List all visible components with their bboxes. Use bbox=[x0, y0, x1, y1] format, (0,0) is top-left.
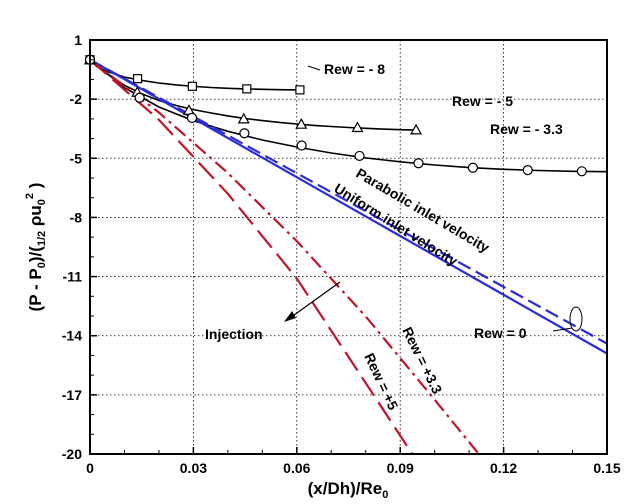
series-line-3 bbox=[89, 58, 608, 345]
y-axis-title-part-2: 0 bbox=[36, 262, 48, 268]
triangle-marker bbox=[295, 117, 308, 129]
label-rew-m3p3: Rew = - 3.3 bbox=[490, 121, 563, 137]
series-line-0 bbox=[89, 59, 297, 91]
label-injection: Injection bbox=[205, 326, 263, 342]
x-axis-title-sub: 0 bbox=[382, 489, 388, 501]
y-tick-label: 1 bbox=[74, 32, 82, 48]
x-tick-label: 0.03 bbox=[180, 460, 207, 476]
injection-arrowhead bbox=[284, 311, 296, 322]
series-line-6 bbox=[89, 58, 414, 455]
x-tick-label: 0.06 bbox=[283, 460, 310, 476]
y-axis-title-part-3: )/( bbox=[26, 246, 45, 262]
triangle-marker bbox=[410, 123, 423, 135]
y-tick-label: -11 bbox=[63, 269, 83, 285]
y-axis-title: (P - P0)/(1/2 ρu02 ) bbox=[24, 183, 48, 312]
circle-marker bbox=[576, 166, 587, 177]
y-axis-title-part-1: (P - P bbox=[26, 268, 45, 311]
y-tick-label: -5 bbox=[70, 150, 83, 166]
x-tick-label: 0 bbox=[86, 460, 94, 476]
y-axis-title-part-7: 2 bbox=[24, 193, 36, 199]
label-rew-m5: Rew = - 5 bbox=[452, 93, 513, 109]
circle-marker bbox=[186, 112, 198, 123]
x-tick-label: 0.12 bbox=[490, 460, 517, 476]
tick-layer: 0 0.03 0.06 0.09 0.12 0.15 1 -2 -5 -8 -11 -14 -17 -20 bbox=[62, 32, 621, 476]
series-layer bbox=[89, 58, 608, 455]
injection-arrow-shaft bbox=[289, 281, 341, 319]
x-axis-title: (x/Dh)/Re0 bbox=[308, 479, 389, 501]
x-tick-label: 0.15 bbox=[593, 460, 620, 476]
label-rew-0: Rew = 0 bbox=[474, 325, 527, 341]
y-tick-label: -8 bbox=[70, 209, 83, 225]
x-tick-label: 0.09 bbox=[387, 460, 414, 476]
y-axis-title-part-5: ρu bbox=[26, 205, 45, 231]
x-axis-title-main: (x/Dh)/Re bbox=[308, 479, 383, 498]
circle-marker bbox=[413, 158, 424, 169]
label-rew-p5: Rew = +5 bbox=[361, 351, 401, 413]
y-tick-label: -17 bbox=[62, 387, 82, 403]
y-axis-title-part-6: 0 bbox=[36, 199, 48, 205]
rew0-leader bbox=[552, 327, 573, 332]
series-line-1 bbox=[89, 59, 418, 131]
circle-marker bbox=[354, 150, 365, 162]
triangle-marker bbox=[351, 121, 364, 133]
y-tick-label: -20 bbox=[62, 446, 82, 462]
circle-marker bbox=[467, 162, 479, 173]
y-axis-title-part-8: ) bbox=[26, 183, 45, 193]
square-marker bbox=[132, 74, 143, 84]
circle-marker bbox=[296, 140, 307, 151]
square-marker bbox=[242, 84, 252, 94]
y-axis-title-part-4: 1/2 bbox=[36, 231, 48, 246]
square-marker bbox=[187, 81, 197, 91]
circle-marker bbox=[134, 92, 145, 103]
circle-marker bbox=[522, 165, 533, 176]
rew0-ellipse bbox=[569, 306, 583, 332]
label-rew-m8: Rew = - 8 bbox=[324, 61, 385, 77]
y-tick-label: -14 bbox=[62, 328, 82, 344]
marker-layer bbox=[83, 53, 587, 177]
series-line-2 bbox=[89, 59, 608, 173]
series-line-4 bbox=[89, 58, 608, 355]
square-marker bbox=[295, 85, 305, 95]
y-tick-label: -2 bbox=[70, 91, 83, 107]
series-line-5 bbox=[89, 58, 480, 455]
triangle-marker bbox=[237, 112, 250, 124]
plot-frame bbox=[89, 39, 608, 455]
rew-m8-leader bbox=[307, 65, 321, 71]
circle-marker bbox=[239, 128, 250, 139]
